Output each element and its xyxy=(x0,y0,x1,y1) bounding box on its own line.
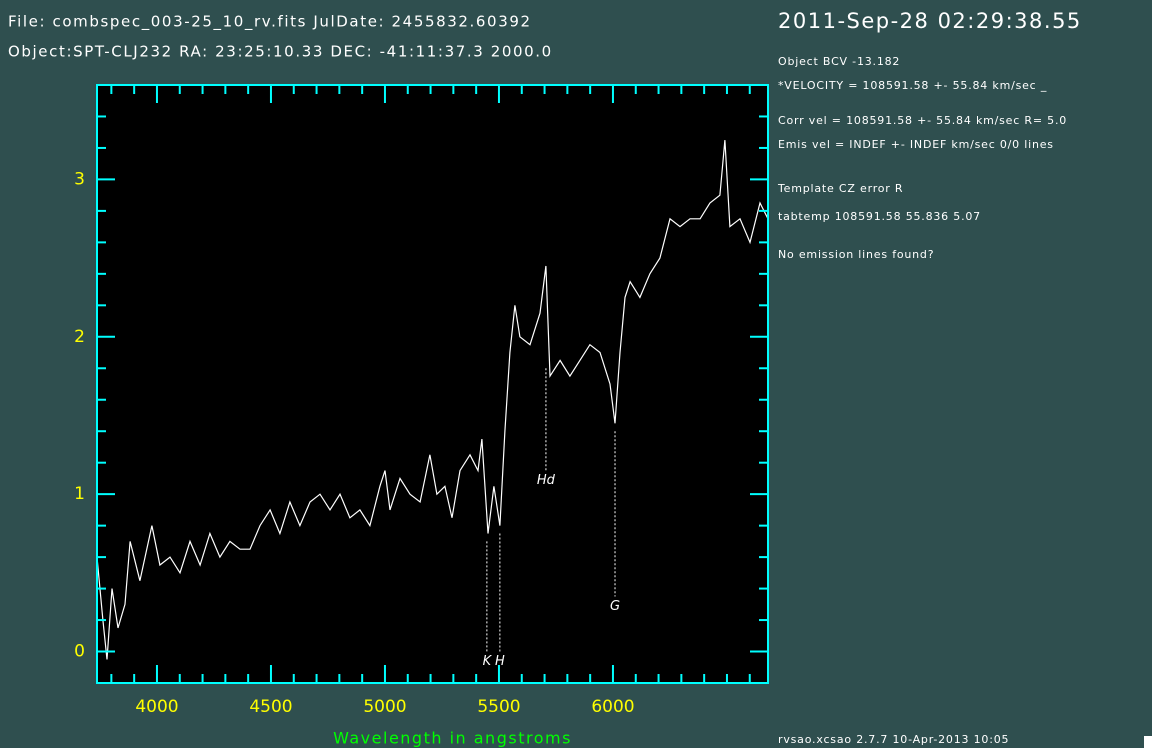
info-line: Emis vel = INDEF +- INDEF km/sec 0/0 lin… xyxy=(778,138,1054,151)
info-line: Object BCV -13.182 xyxy=(778,55,900,68)
line-marker-label: K xyxy=(483,654,493,669)
x-tick-label: 4500 xyxy=(249,697,292,717)
cursor xyxy=(1144,736,1152,748)
y-tick-label: 0 xyxy=(74,642,85,662)
y-tick-label: 2 xyxy=(74,327,85,347)
plot-area xyxy=(97,85,768,683)
x-axis-label: Wavelength in angstroms xyxy=(333,729,572,748)
axes-frame xyxy=(96,84,769,684)
x-tick-label: 4000 xyxy=(135,697,178,717)
line-marker-label: Hd xyxy=(537,473,556,488)
y-tick-label: 3 xyxy=(74,169,85,189)
header-line: Object:SPT-CLJ232 RA: 23:25:10.33 DEC: -… xyxy=(8,43,553,61)
line-marker-label: G xyxy=(610,599,620,614)
title: 2011-Sep-28 02:29:38.55 xyxy=(778,9,1082,33)
line-marker-label: H xyxy=(495,654,505,669)
info-line: Corr vel = 108591.58 +- 55.84 km/sec R= … xyxy=(778,114,1067,127)
x-tick-label: 5500 xyxy=(477,697,520,717)
info-line: Template CZ error R xyxy=(777,182,903,195)
x-tick-label: 6000 xyxy=(591,697,634,717)
header-line: File: combspec_003-25_10_rv.fits JulDate… xyxy=(8,13,532,32)
info-line: *VELOCITY = 108591.58 +- 55.84 km/sec _ xyxy=(778,79,1047,92)
spectrum-line xyxy=(96,140,769,660)
x-tick-label: 5000 xyxy=(363,697,406,717)
info-line: No emission lines found? xyxy=(778,248,934,261)
footer: rvsao.xcsao 2.7.7 10-Apr-2013 10:05 xyxy=(778,733,1009,746)
y-tick-label: 1 xyxy=(74,484,85,504)
info-line: tabtemp 108591.58 55.836 5.07 xyxy=(778,210,981,223)
